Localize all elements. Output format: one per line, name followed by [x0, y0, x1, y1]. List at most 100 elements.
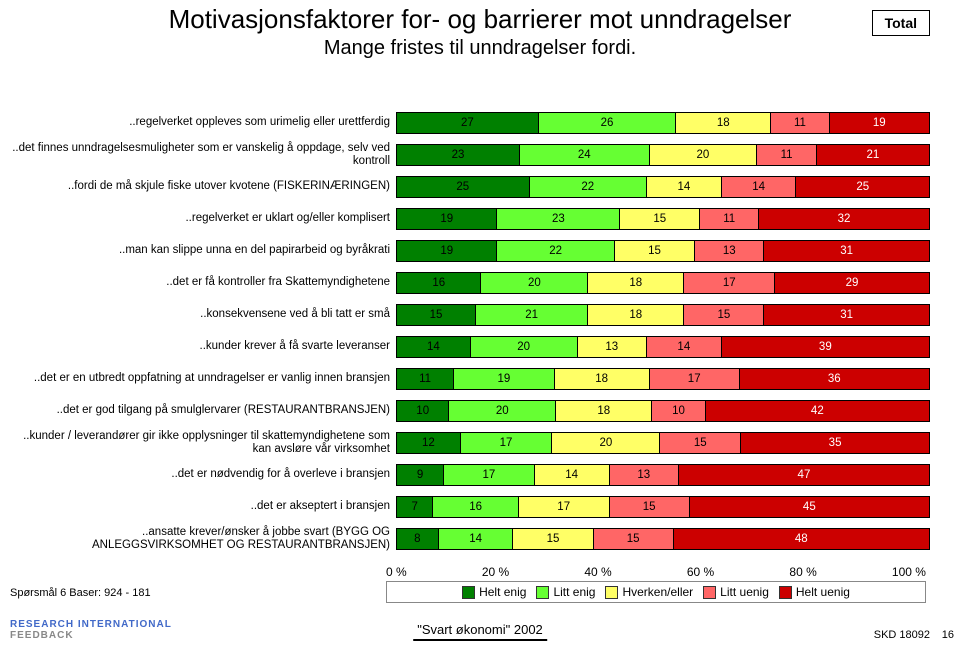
stacked-bar: 2726181119: [396, 112, 930, 134]
axis-tick: 80 %: [789, 565, 816, 579]
row-label: ..det er få kontroller fra Skattemyndigh…: [10, 276, 396, 289]
bar-segment: 31: [764, 304, 930, 326]
bar-segment: 25: [796, 176, 930, 198]
stacked-bar: 1922151331: [396, 240, 930, 262]
axis-tick: 60 %: [687, 565, 714, 579]
bar-segment: 15: [594, 528, 674, 550]
bar-segment: 20: [552, 432, 660, 454]
legend-box: Helt enigLitt enigHverken/ellerLitt ueni…: [386, 581, 926, 603]
bar-segment: 19: [396, 208, 497, 230]
subtitle: Mange fristes til unndragelser fordi.: [0, 37, 960, 60]
bar-segment: 17: [519, 496, 610, 518]
bar-segment: 45: [690, 496, 930, 518]
main-title: Motivasjonsfaktorer for- og barrierer mo…: [0, 4, 960, 35]
bar-segment: 39: [722, 336, 930, 358]
stacked-bar: 716171545: [396, 496, 930, 518]
bar-segment: 20: [471, 336, 578, 358]
chart-row: ..det er nødvendig for å overleve i bran…: [10, 460, 930, 490]
chart-row: ..det finnes unndragelsesmuligheter som …: [10, 140, 930, 170]
bar-segment: 22: [530, 176, 647, 198]
legend-swatch: [703, 586, 716, 599]
bar-segment: 31: [764, 240, 930, 262]
row-label: ..det er en utbredt oppfatning at unndra…: [10, 372, 396, 385]
legend-item: Hverken/eller: [605, 585, 693, 599]
bar-segment: 14: [396, 336, 471, 358]
legend-item: Litt enig: [536, 585, 595, 599]
bar-segment: 14: [722, 176, 797, 198]
bar-segment: 11: [700, 208, 759, 230]
bar-segment: 35: [741, 432, 930, 454]
bar-segment: 20: [650, 144, 758, 166]
chart-row: ..kunder / leverandører gir ikke opplysn…: [10, 428, 930, 458]
row-label: ..man kan slippe unna en del papirarbeid…: [10, 244, 396, 257]
total-badge: Total: [872, 10, 930, 36]
stacked-bar: 814151548: [396, 528, 930, 550]
row-label: ..det er akseptert i bransjen: [10, 500, 396, 513]
brand-block: RESEARCH INTERNATIONAL FEEDBACK: [10, 619, 172, 641]
bar-segment: 15: [396, 304, 476, 326]
row-label: ..ansatte krever/ønsker å jobbe svart (B…: [10, 526, 396, 552]
bar-segment: 18: [588, 272, 684, 294]
stacked-bar: 2522141425: [396, 176, 930, 198]
row-label: ..det er god tilgang på smulglervarer (R…: [10, 404, 396, 417]
bar-segment: 18: [676, 112, 771, 134]
bar-segment: 18: [555, 368, 650, 390]
bar-segment: 15: [615, 240, 695, 262]
brand-line1: RESEARCH INTERNATIONAL: [10, 619, 172, 630]
axis-tick: 40 %: [584, 565, 611, 579]
row-label: ..konsekvensene ved å bli tatt er små: [10, 308, 396, 321]
bar-segment: 13: [695, 240, 764, 262]
legend-swatch: [462, 586, 475, 599]
row-label: ..regelverket oppleves som urimelig elle…: [10, 116, 396, 129]
axis-tick: 0 %: [386, 565, 407, 579]
bar-segment: 15: [513, 528, 593, 550]
row-label: ..det er nødvendig for å overleve i bran…: [10, 468, 396, 481]
bar-segment: 19: [830, 112, 930, 134]
bar-segment: 16: [396, 272, 481, 294]
stacked-bar: 1119181736: [396, 368, 930, 390]
legend-swatch: [779, 586, 792, 599]
legend-swatch: [605, 586, 618, 599]
bar-segment: 17: [650, 368, 740, 390]
bar-segment: 14: [439, 528, 514, 550]
bar-segment: 17: [461, 432, 553, 454]
bar-segment: 20: [481, 272, 588, 294]
bar-segment: 9: [396, 464, 444, 486]
bar-segment: 22: [497, 240, 614, 262]
bar-segment: 36: [740, 368, 930, 390]
stacked-bar: 1217201535: [396, 432, 930, 454]
legend-label: Helt enig: [479, 585, 526, 599]
bar-segment: 13: [610, 464, 679, 486]
bar-segment: 11: [757, 144, 816, 166]
footer-source: Spørsmål 6 Baser: 924 - 181: [10, 587, 151, 599]
chart-row: ..det er få kontroller fra Skattemyndigh…: [10, 268, 930, 298]
bar-segment: 10: [396, 400, 449, 422]
stacked-bar: 1521181531: [396, 304, 930, 326]
stacked-bar: 2324201121: [396, 144, 930, 166]
chart-row: ..det er akseptert i bransjen716171545: [10, 492, 930, 522]
bar-segment: 24: [520, 144, 649, 166]
bar-segment: 10: [652, 400, 705, 422]
x-axis: 0 % 20 % 40 % 60 % 80 % 100 %: [386, 565, 926, 579]
bar-segment: 15: [660, 432, 741, 454]
page-number: 16: [942, 629, 954, 641]
axis-tick: 100 %: [892, 565, 926, 579]
bar-segment: 16: [433, 496, 518, 518]
chart-row: ..regelverket er uklart og/eller komplis…: [10, 204, 930, 234]
bar-segment: 25: [396, 176, 530, 198]
bar-segment: 11: [396, 368, 454, 390]
footer-mid: "Svart økonomi" 2002: [413, 622, 547, 641]
legend-label: Litt enig: [553, 585, 595, 599]
legend-swatch: [536, 586, 549, 599]
bar-segment: 15: [620, 208, 700, 230]
bar-segment: 21: [476, 304, 588, 326]
bar-segment: 29: [775, 272, 930, 294]
axis-tick: 20 %: [482, 565, 509, 579]
bar-segment: 8: [396, 528, 439, 550]
bar-segment: 32: [759, 208, 930, 230]
footer-right: SKD 18092: [874, 629, 930, 641]
stacked-bar: 1420131439: [396, 336, 930, 358]
bar-segment: 21: [817, 144, 930, 166]
bar-segment: 15: [610, 496, 690, 518]
chart-row: ..regelverket oppleves som urimelig elle…: [10, 108, 930, 138]
